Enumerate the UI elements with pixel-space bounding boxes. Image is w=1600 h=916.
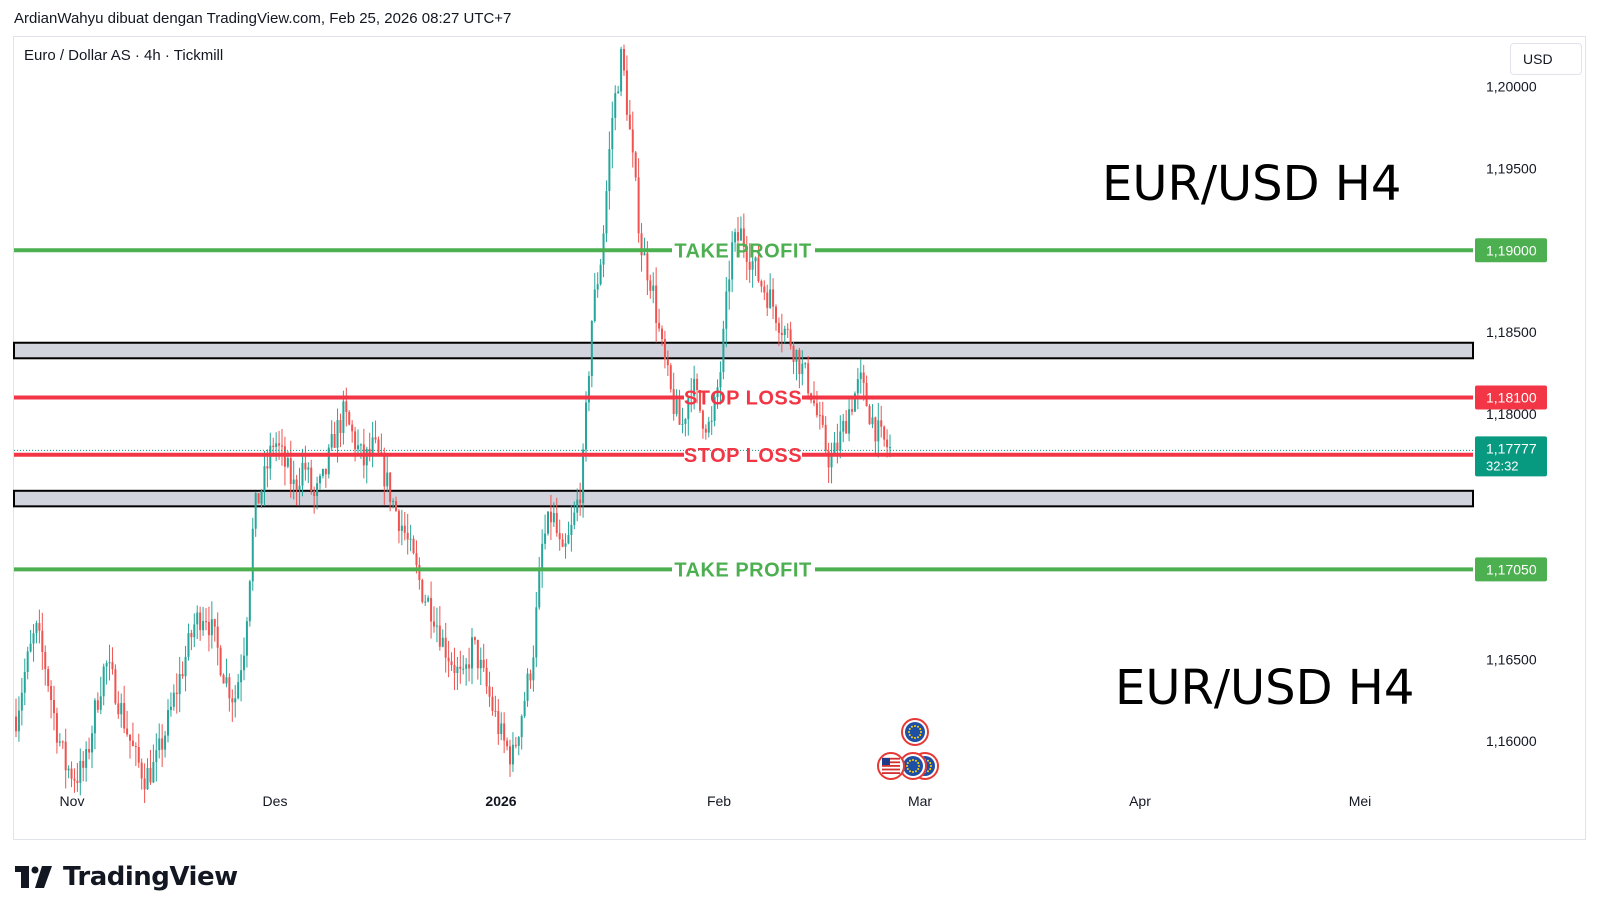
- brand-name: TradingView: [63, 862, 238, 892]
- overlay-label-top: EUR/USD H4: [1102, 156, 1402, 212]
- chart-attribution: ArdianWahyu dibuat dengan TradingView.co…: [14, 10, 512, 27]
- tradingview-logo[interactable]: TradingView: [15, 862, 238, 892]
- symbol-title[interactable]: Euro / Dollar AS · 4h · Tickmill: [24, 47, 224, 64]
- currency-button[interactable]: USD: [1510, 43, 1582, 75]
- overlay-label-bottom: EUR/USD H4: [1115, 660, 1415, 716]
- tradingview-icon: [15, 866, 52, 888]
- chart-frame: [13, 36, 1586, 840]
